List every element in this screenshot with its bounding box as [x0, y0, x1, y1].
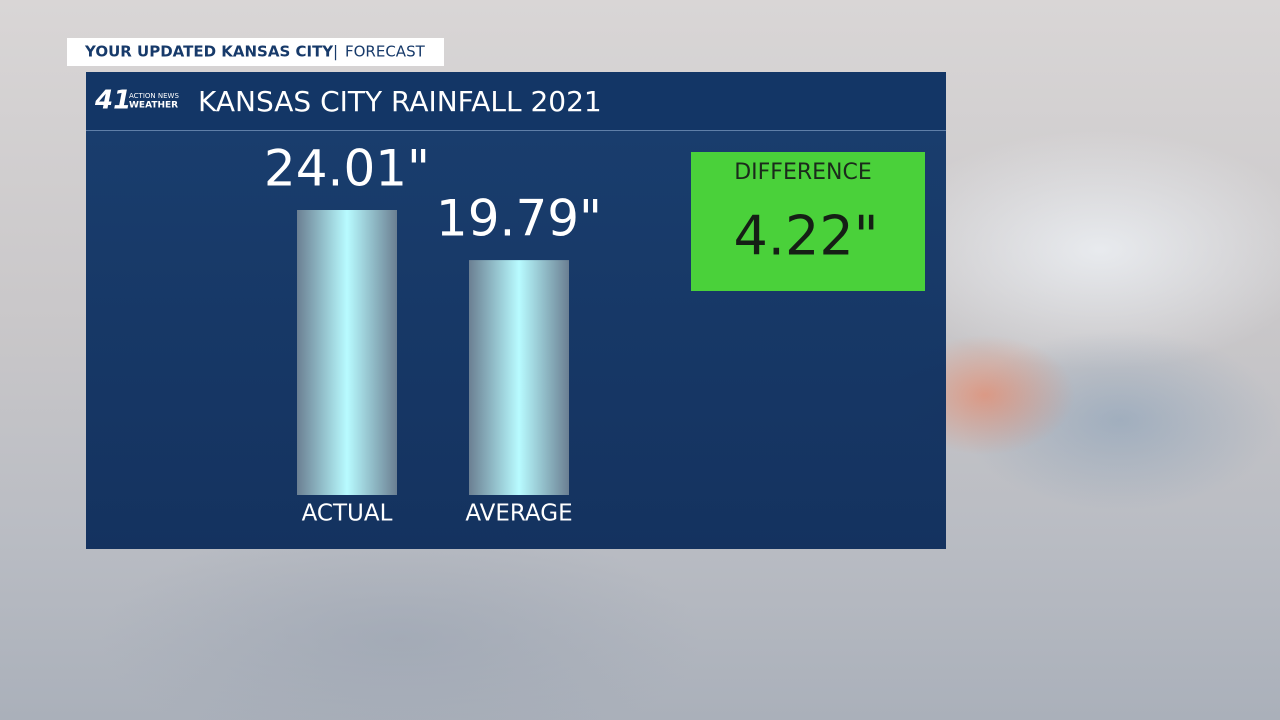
logo-number: 41 [94, 86, 131, 116]
chart-title: KANSAS CITY RAINFALL 2021 [198, 85, 602, 118]
logo-line2: WEATHER [129, 101, 178, 111]
category-label: ACTUAL [302, 501, 393, 527]
difference-box [691, 152, 925, 291]
logo-line1: ACTION NEWS [129, 92, 179, 100]
difference-value: 4.22" [733, 205, 878, 268]
bar [297, 210, 397, 496]
difference-title: DIFFERENCE [734, 160, 872, 185]
header-show: YOUR UPDATED KANSAS CITY [84, 43, 334, 61]
title-band [86, 72, 946, 130]
value-label: 24.01" [264, 140, 430, 198]
category-label: AVERAGE [465, 501, 572, 527]
header-tab [67, 38, 444, 66]
header-separator: | [333, 43, 338, 61]
bar [469, 260, 569, 495]
header-section: FORECAST [345, 43, 426, 61]
value-label: 19.79" [436, 190, 602, 248]
